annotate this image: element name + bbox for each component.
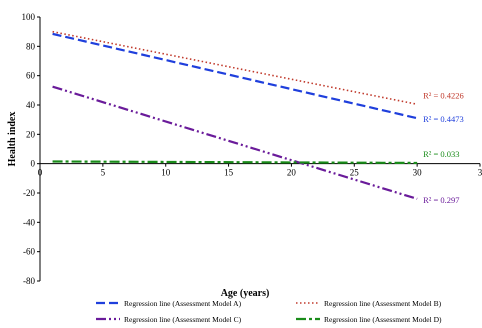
- series-line-b: [52, 30, 418, 106]
- r-squared-labels: R² = 0.4473 R² = 0.4226 R² = 0.297 R² = 0.0…: [423, 90, 464, 205]
- series-lines: [52, 30, 418, 200]
- x-tick-label: 15: [224, 168, 234, 178]
- x-tick-label: 10: [161, 168, 171, 178]
- y-tick-label: 20: [26, 129, 36, 139]
- series-line-d: [52, 160, 418, 165]
- axes: [37, 16, 481, 282]
- x-axis-title: Age (years): [221, 288, 270, 299]
- y-tick-label: 40: [26, 100, 36, 110]
- y-tick-label: -40: [23, 217, 35, 227]
- legend-label-a: Regression line (Assessment Model A): [124, 299, 242, 308]
- y-tick-label: -60: [23, 247, 35, 257]
- x-tick-label: 3: [478, 168, 482, 178]
- r-squared-label-a: R² = 0.4473: [423, 114, 464, 124]
- series-line-a: [52, 32, 418, 120]
- y-tick-label: 80: [26, 41, 36, 51]
- y-tick-label: -20: [23, 188, 35, 198]
- legend-label-c: Regression line (Assessment Model C): [124, 315, 242, 324]
- y-tick-label: -80: [23, 276, 35, 286]
- y-tick-label: 100: [22, 12, 36, 22]
- legend-label-d: Regression line (Assessment Model D): [324, 315, 442, 324]
- y-tick-label: 0: [31, 159, 36, 169]
- x-tick-label: 25: [350, 168, 360, 178]
- x-tick-label: 20: [287, 168, 297, 178]
- r-squared-label-c: R² = 0.297: [423, 195, 459, 205]
- y-axis-title: Health index: [7, 112, 18, 167]
- x-tick-label: 30: [413, 168, 423, 178]
- x-tick-label: 5: [101, 168, 106, 178]
- r-squared-label-d: R² = 0.033: [423, 149, 459, 159]
- x-tick-label: 0: [38, 168, 43, 178]
- r-squared-label-b: R² = 0.4226: [423, 90, 464, 100]
- series-line-c: [52, 85, 418, 200]
- legend: Regression line (Assessment Model A) Regr…: [96, 299, 442, 324]
- y-tick-label: 60: [26, 71, 36, 81]
- legend-label-b: Regression line (Assessment Model B): [324, 299, 442, 308]
